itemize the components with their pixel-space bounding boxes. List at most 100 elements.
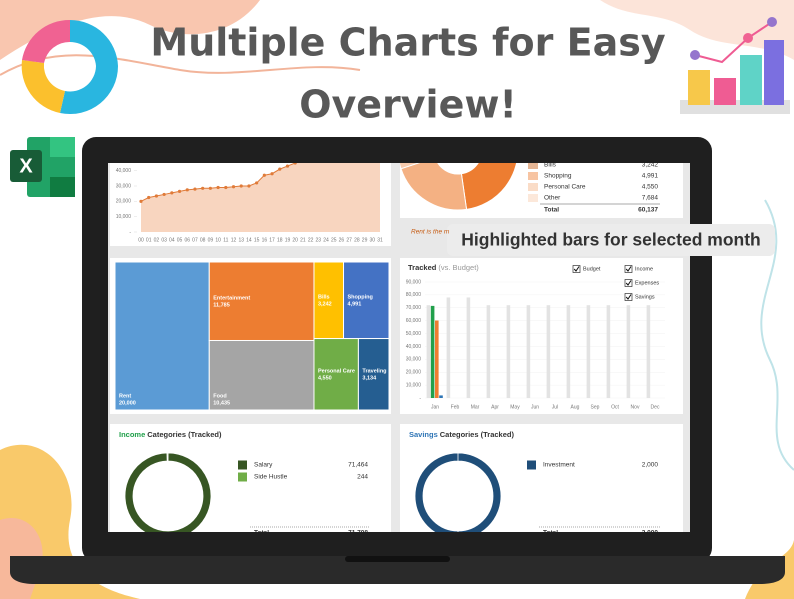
y-tick-label: 40,000 [116, 168, 132, 174]
treemap-label: Bills [318, 295, 330, 301]
x-tick-label: 28 [354, 237, 360, 243]
bar [626, 305, 631, 398]
legend-checkbox[interactable] [624, 265, 633, 273]
x-tick-label: 18 [277, 237, 283, 243]
legend-label: Budget [583, 266, 601, 272]
point [262, 173, 266, 177]
treemap-value: 3,134 [362, 376, 377, 382]
legend-swatch [528, 172, 538, 180]
y-tick-label: 60,000 [406, 318, 422, 324]
bar [435, 320, 439, 398]
income-panel: Income Categories (Tracked) Salary 71,464 Si… [119, 430, 370, 537]
x-tick-label: 16 [262, 237, 268, 243]
title-line: Multiple Charts for Easy [150, 21, 665, 65]
laptop-base [10, 556, 785, 584]
treemap-value: 20,000 [119, 400, 136, 406]
point [224, 185, 228, 190]
subtitle: (vs. Budget) [438, 263, 479, 272]
legend-checkbox[interactable] [572, 265, 581, 273]
legend-checkbox[interactable] [624, 293, 633, 301]
point [278, 167, 282, 171]
point [154, 194, 159, 198]
legend-swatch [528, 183, 538, 191]
bar [606, 305, 611, 398]
x-tick-label: 24 [323, 237, 329, 243]
x-tick-label: 00 [138, 237, 144, 243]
treemap-cell [208, 261, 315, 341]
x-tick-label: May [510, 404, 520, 410]
treemap-label: Traveling [362, 369, 386, 375]
x-tick-label: Jun [531, 404, 539, 410]
bar [439, 395, 443, 398]
x-tick-label: Jan [431, 404, 439, 410]
y-tick-label: 30,000 [116, 183, 132, 189]
x-tick-label: 29 [362, 237, 368, 243]
row-label: Personal Care [544, 184, 586, 191]
bar [526, 305, 531, 398]
legend-check [625, 280, 632, 286]
point [239, 184, 243, 188]
chart-title: Savings Categories (Tracked) [409, 430, 514, 439]
point [185, 188, 189, 192]
x-tick-label: 21 [300, 237, 306, 243]
treemap-cell [357, 338, 390, 411]
bar [426, 305, 431, 398]
y-tick-label: 30,000 [406, 357, 422, 363]
bar-panel: Tracked (vs. Budget) - 10,000 20,000 30,000 40… [406, 263, 665, 410]
x-tick-label: 27 [346, 237, 352, 243]
x-tick-label: 03 [161, 237, 167, 243]
treemap-value: 10,435 [213, 400, 230, 406]
point [216, 185, 220, 190]
treemap-cell [313, 261, 345, 340]
total-value: 71,708 [348, 530, 368, 537]
x-tick-label: Aug [571, 404, 580, 410]
point [208, 186, 212, 190]
title-highlight: Income [119, 430, 145, 439]
bar [446, 297, 451, 398]
x-tick-label: 04 [169, 237, 175, 243]
x-tick-label: Oct [611, 404, 619, 410]
legend-label: Expenses [635, 280, 659, 286]
point [201, 186, 205, 190]
total-value: 60,137 [638, 207, 658, 214]
title-highlight: Savings [409, 430, 438, 439]
y-tick-label: 70,000 [406, 305, 422, 311]
bar [430, 305, 435, 398]
row-value: 7,684 [642, 195, 659, 202]
point [177, 189, 182, 193]
point [231, 185, 236, 189]
y-tick-label: - [129, 229, 131, 235]
chart-title: Income Categories (Tracked) [119, 430, 222, 439]
x-tick-label: 01 [146, 237, 152, 243]
chart-title: Tracked (vs. Budget) [408, 263, 479, 272]
bar [546, 305, 551, 398]
legend-swatch [527, 460, 536, 470]
point [170, 191, 174, 195]
legend-check [625, 266, 632, 272]
legend-checkbox[interactable] [624, 279, 633, 287]
x-tick-label: Jul [552, 404, 558, 410]
y-tick-label: 50,000 [406, 331, 422, 337]
x-tick-label: 06 [184, 237, 190, 243]
y-tick-label: 40,000 [406, 344, 422, 350]
treemap-cell [208, 339, 315, 411]
x-tick-label: 12 [231, 237, 237, 243]
total-value: 2,000 [642, 530, 659, 537]
annotation: Rent is the m [411, 229, 450, 236]
donut-slice [124, 452, 212, 532]
point [147, 195, 151, 200]
point [193, 187, 197, 191]
point [255, 181, 259, 185]
x-tick-label: 30 [370, 237, 376, 243]
treemap-value: 4,550 [318, 376, 332, 382]
total-label: Total [543, 530, 558, 537]
x-tick-label: 25 [331, 237, 337, 243]
legend-check [573, 266, 580, 272]
title-line: Overview! [299, 83, 517, 127]
x-tick-label: 31 [377, 237, 383, 243]
x-tick-label: 08 [200, 237, 206, 243]
treemap-label: Shopping [348, 295, 373, 301]
